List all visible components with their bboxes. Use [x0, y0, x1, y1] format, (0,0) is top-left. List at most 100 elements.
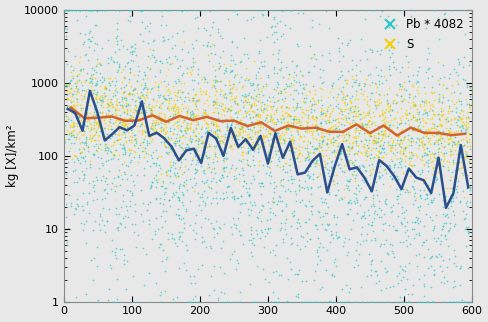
- Pb * 4082: [312, 7, 320, 12]
- Pb * 4082: [380, 147, 387, 152]
- Pb * 4082: [215, 295, 223, 300]
- Pb * 4082: [175, 184, 183, 189]
- Pb * 4082: [243, 139, 250, 145]
- Pb * 4082: [371, 235, 379, 241]
- Pb * 4082: [176, 78, 183, 83]
- Pb * 4082: [421, 111, 429, 116]
- Pb * 4082: [330, 147, 338, 152]
- S: [238, 85, 246, 90]
- S: [338, 106, 346, 111]
- S: [345, 106, 352, 111]
- Pb * 4082: [171, 143, 179, 148]
- Pb * 4082: [432, 131, 440, 136]
- S: [104, 111, 112, 116]
- S: [347, 123, 355, 128]
- Pb * 4082: [410, 162, 418, 167]
- Pb * 4082: [183, 125, 191, 130]
- S: [226, 63, 234, 68]
- Pb * 4082: [161, 118, 168, 123]
- Pb * 4082: [223, 95, 230, 100]
- S: [408, 163, 416, 168]
- Pb * 4082: [219, 157, 227, 162]
- Pb * 4082: [104, 158, 112, 163]
- Pb * 4082: [439, 223, 447, 228]
- S: [80, 131, 87, 137]
- Pb * 4082: [371, 268, 379, 273]
- S: [209, 83, 217, 88]
- S: [438, 114, 446, 119]
- Pb * 4082: [371, 238, 379, 243]
- S: [275, 127, 283, 132]
- S: [398, 83, 406, 88]
- Pb * 4082: [298, 185, 305, 190]
- Pb * 4082: [126, 14, 134, 19]
- Pb * 4082: [284, 277, 292, 282]
- S: [299, 98, 307, 103]
- Pb * 4082: [123, 187, 131, 193]
- S: [202, 133, 210, 138]
- S: [203, 97, 211, 102]
- Pb * 4082: [316, 120, 324, 126]
- S: [98, 133, 106, 138]
- S: [194, 155, 202, 160]
- S: [147, 110, 155, 115]
- S: [362, 76, 370, 81]
- Pb * 4082: [329, 117, 337, 122]
- S: [93, 61, 101, 66]
- Pb * 4082: [213, 134, 221, 139]
- Pb * 4082: [332, 222, 340, 227]
- Pb * 4082: [388, 100, 396, 106]
- Pb * 4082: [298, 278, 305, 283]
- Pb * 4082: [113, 69, 121, 74]
- S: [98, 99, 106, 105]
- S: [70, 102, 78, 107]
- S: [276, 165, 284, 170]
- Pb * 4082: [244, 206, 252, 212]
- S: [327, 129, 335, 134]
- Pb * 4082: [424, 183, 431, 188]
- Pb * 4082: [382, 201, 390, 206]
- S: [371, 138, 379, 143]
- Pb * 4082: [387, 204, 395, 209]
- Pb * 4082: [235, 158, 243, 163]
- S: [460, 108, 468, 113]
- Pb * 4082: [272, 242, 280, 247]
- Pb * 4082: [276, 18, 284, 23]
- S: [419, 144, 427, 149]
- Pb * 4082: [351, 79, 359, 84]
- Pb * 4082: [169, 296, 177, 301]
- S: [417, 136, 425, 141]
- Pb * 4082: [178, 72, 186, 77]
- Pb * 4082: [356, 81, 364, 86]
- S: [438, 112, 446, 117]
- Pb * 4082: [104, 55, 112, 61]
- S: [348, 145, 356, 150]
- Pb * 4082: [238, 166, 245, 171]
- S: [450, 141, 458, 146]
- Pb * 4082: [368, 223, 376, 228]
- Pb * 4082: [312, 223, 320, 228]
- Pb * 4082: [103, 181, 111, 186]
- Pb * 4082: [233, 258, 241, 263]
- S: [420, 150, 428, 155]
- Pb * 4082: [305, 157, 313, 162]
- Pb * 4082: [198, 192, 206, 197]
- Pb * 4082: [430, 224, 438, 229]
- S: [216, 144, 224, 149]
- Pb * 4082: [314, 125, 322, 130]
- S: [195, 97, 203, 102]
- Pb * 4082: [212, 195, 220, 200]
- S: [96, 123, 103, 128]
- Pb * 4082: [285, 140, 293, 146]
- S: [271, 131, 279, 136]
- Pb * 4082: [95, 155, 102, 160]
- Pb * 4082: [75, 113, 83, 118]
- Pb * 4082: [249, 157, 257, 163]
- S: [438, 163, 446, 168]
- Pb * 4082: [137, 98, 145, 103]
- Pb * 4082: [401, 263, 409, 268]
- Pb * 4082: [264, 137, 271, 143]
- Pb * 4082: [235, 80, 243, 85]
- Pb * 4082: [70, 135, 78, 140]
- Pb * 4082: [222, 117, 230, 122]
